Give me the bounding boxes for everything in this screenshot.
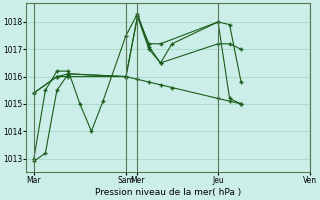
X-axis label: Pression niveau de la mer( hPa ): Pression niveau de la mer( hPa )	[95, 188, 241, 197]
